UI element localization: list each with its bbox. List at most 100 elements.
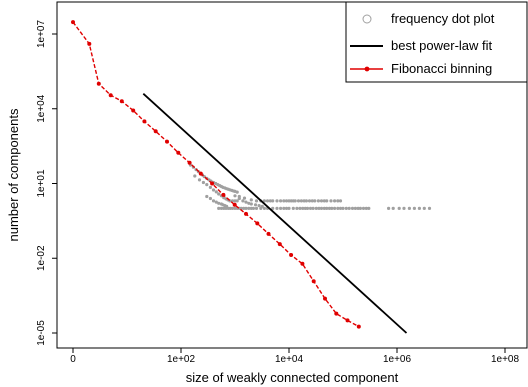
fib-point	[71, 20, 75, 25]
dot-point	[254, 199, 259, 203]
dot-point	[284, 206, 289, 210]
dot-point	[301, 206, 305, 210]
fib-point	[198, 171, 203, 176]
dot-point	[242, 206, 246, 210]
dot-point	[244, 206, 248, 210]
fib-line	[72, 21, 360, 328]
dot-point	[295, 206, 299, 210]
dot-point	[293, 199, 297, 203]
y-tick-label: 1e-05	[36, 320, 47, 346]
x-tick-label: 1e+04	[275, 354, 304, 365]
fib-series	[71, 20, 361, 329]
fib-point	[289, 253, 294, 257]
fib-point	[221, 192, 226, 197]
dot-point	[211, 188, 216, 192]
fib-point	[300, 261, 305, 266]
dot-point	[319, 206, 324, 210]
dot-point	[247, 206, 251, 210]
fib-point	[153, 129, 158, 134]
plot-frame	[56, 1, 528, 349]
dot-point	[367, 206, 371, 210]
dot-point	[341, 206, 345, 210]
dot-point	[319, 199, 324, 203]
x-tick-label: 1e+06	[383, 354, 412, 365]
fib-point	[266, 231, 271, 236]
dot-point	[233, 194, 237, 198]
dot-point	[338, 206, 343, 210]
dot-point	[336, 206, 340, 210]
dot-point	[310, 199, 314, 203]
fib-point	[244, 211, 248, 216]
dot-point	[228, 206, 232, 210]
dot-point	[208, 196, 212, 201]
dot-point	[316, 199, 320, 203]
dot-point	[402, 206, 406, 210]
legend-label-fib: Fibonacci binning	[391, 61, 492, 76]
dot-point	[208, 185, 212, 189]
dot-point	[211, 199, 216, 203]
dot-point	[262, 206, 266, 210]
dot-point	[317, 206, 321, 210]
dot-point	[205, 194, 209, 199]
dot-point	[217, 201, 221, 205]
y-tick-label: 1e+07	[36, 20, 47, 49]
dot-point	[353, 206, 357, 210]
dot-point	[304, 199, 308, 203]
dot-point	[329, 199, 333, 203]
fib-point	[345, 318, 350, 323]
y-tick-label: 1e+01	[36, 169, 47, 198]
dot-point	[224, 206, 228, 210]
x-tick-label: 0	[70, 354, 76, 365]
dot-point	[311, 206, 315, 210]
legend-label-dots: frequency dot plot	[391, 11, 495, 26]
dot-point	[242, 196, 247, 200]
y-tick-label: 1e+04	[36, 94, 47, 123]
dot-point	[275, 199, 279, 203]
dot-point	[205, 183, 209, 187]
x-axis: 0 1e+02 1e+04 1e+06 1e+08	[70, 348, 519, 365]
dot-point	[327, 206, 331, 210]
dot-point	[279, 199, 283, 203]
dot-point	[417, 206, 421, 210]
dot-point	[230, 206, 235, 210]
dot-point	[217, 206, 221, 210]
dot-point	[271, 199, 275, 203]
x-axis-title: size of weakly connected component	[186, 370, 399, 385]
dot-point	[193, 174, 197, 178]
dot-point	[251, 206, 256, 210]
fib-point	[87, 41, 92, 46]
dot-point	[322, 206, 326, 210]
dot-point	[333, 206, 337, 210]
dot-point	[356, 206, 360, 210]
fib-point	[334, 311, 339, 316]
dot-point	[296, 199, 301, 203]
dot-point	[303, 206, 307, 210]
dot-point	[249, 206, 253, 210]
legend-dot-icon	[362, 14, 372, 24]
dot-point	[260, 204, 264, 208]
dot-point	[387, 206, 391, 210]
x-tick-label: 1e+08	[491, 354, 520, 365]
dot-point	[313, 199, 317, 203]
dot-point	[307, 199, 312, 203]
fib-point	[187, 160, 192, 165]
dot-point	[217, 192, 221, 196]
y-axis-title: number of components	[6, 108, 21, 241]
fib-point	[311, 279, 316, 284]
dot-point	[239, 206, 243, 210]
dot-point	[350, 206, 355, 210]
legend-label-fit: best power-law fit	[391, 38, 493, 53]
dot-point	[344, 206, 348, 210]
dot-point	[305, 206, 310, 210]
fib-point	[176, 150, 181, 155]
y-tick-label: 1e-02	[36, 245, 47, 271]
fib-point	[356, 324, 361, 329]
dot-point	[298, 206, 302, 210]
dot-series	[188, 163, 432, 210]
fib-point	[210, 181, 215, 186]
dot-point	[249, 198, 253, 202]
dot-point	[254, 206, 259, 210]
dot-point	[358, 206, 362, 210]
dot-point	[291, 206, 295, 210]
